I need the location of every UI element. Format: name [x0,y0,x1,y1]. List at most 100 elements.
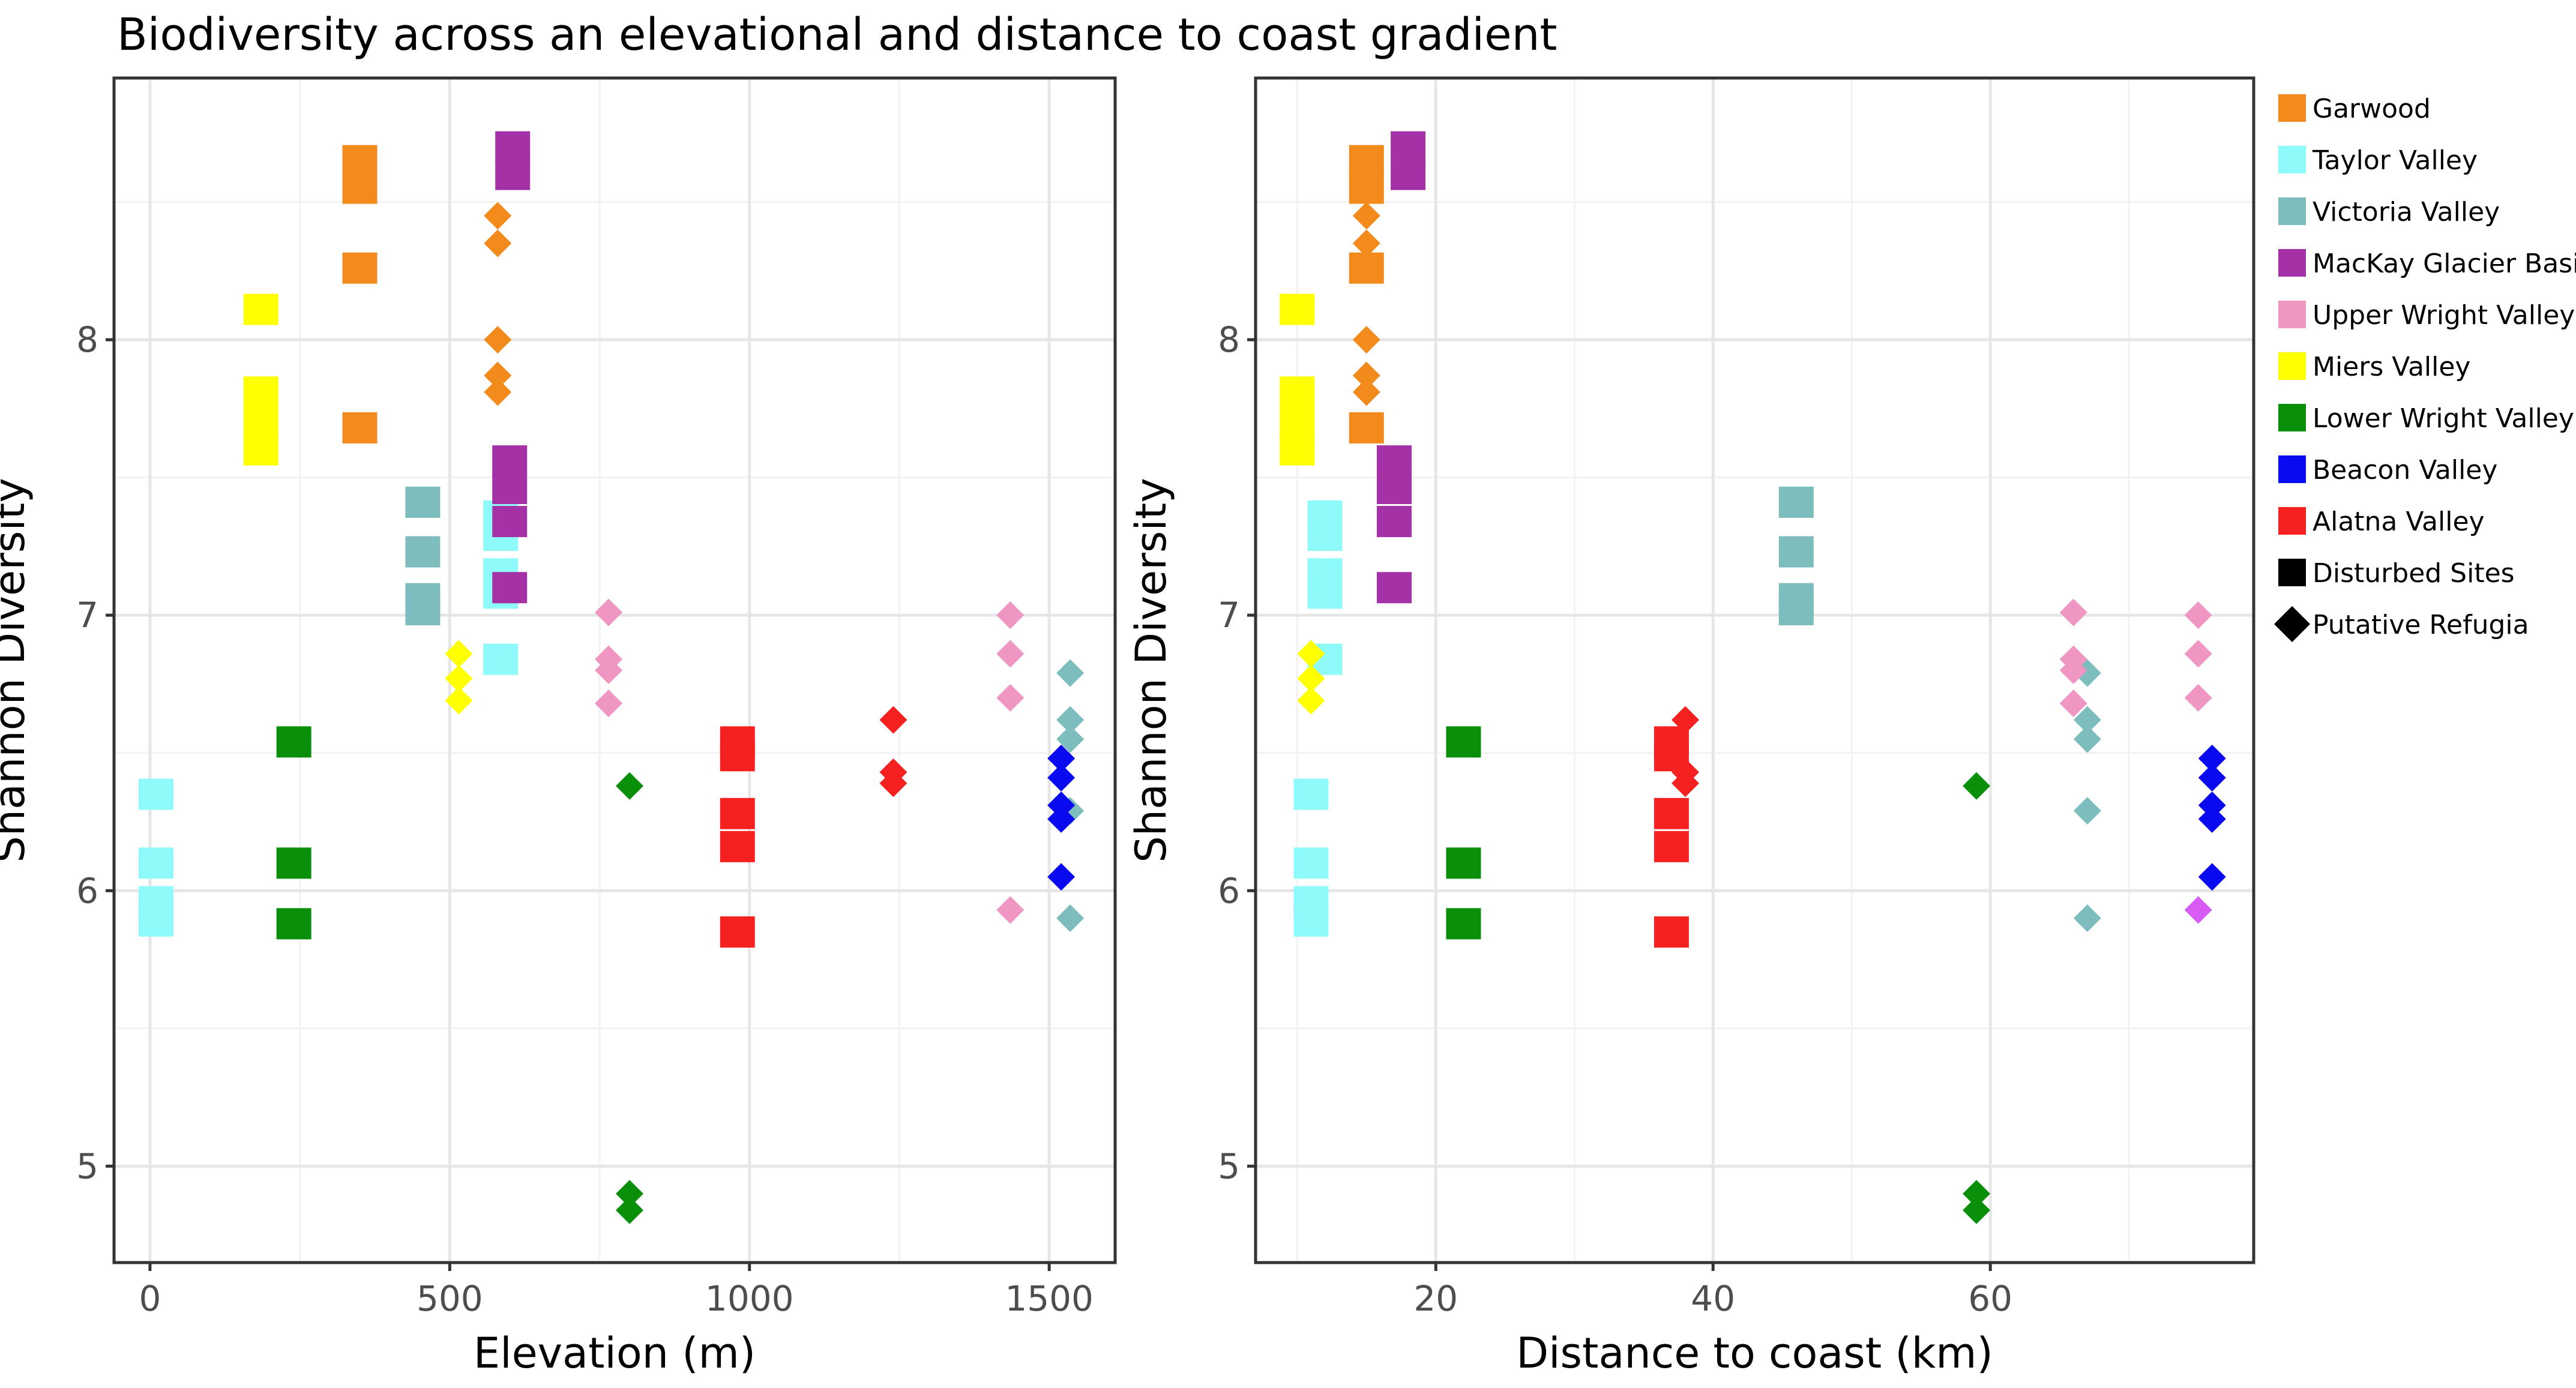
data-point-square [492,445,528,477]
data-point-square [138,847,173,879]
data-point-square [342,172,378,204]
data-point-diamond [2184,683,2212,712]
x-tick-label: 20 [1413,1278,1458,1319]
legend-label: Upper Wright Valley [2313,300,2575,331]
data-point-diamond [1047,863,1076,891]
data-point-diamond [2059,689,2087,718]
data-point-square [483,643,519,675]
panel-border [1254,76,2256,1264]
figure-title: Biodiversity across an elevational and d… [117,9,1557,61]
legend-key [2278,301,2306,328]
data-point-square [1293,905,1329,937]
data-point-diamond [2073,706,2101,734]
x-tick-label: 60 [1968,1278,2012,1319]
data-point-diamond [996,601,1025,629]
data-point-square [1349,252,1384,284]
legend-label: Miers Valley [2313,352,2470,382]
data-point-square [1293,847,1329,879]
data-point-square [1307,577,1343,609]
legend-key [2278,455,2306,483]
data-point-diamond [1963,1196,1991,1224]
data-point-diamond [445,686,473,715]
legend-label: Disturbed Sites [2313,558,2515,589]
data-point-diamond [1297,664,1325,692]
data-point-square [1778,536,1814,568]
data-point-diamond [595,689,623,718]
data-point-square [276,847,311,879]
x-axis-title: Distance to coast (km) [1516,1329,1993,1378]
x-tick-label: 500 [417,1278,483,1319]
data-point-diamond [1672,706,1700,734]
data-point-square [492,572,528,604]
data-point-diamond [2059,656,2087,684]
y-tick-label: 5 [1218,1146,1240,1186]
x-tick-label: 1500 [1005,1278,1094,1319]
data-point-diamond [1672,769,1700,798]
data-point-square [1280,434,1315,466]
data-point-diamond [1056,706,1085,734]
data-point-square [276,726,311,758]
y-axis-title: Shannon Diversity [0,478,34,862]
data-point-square [1391,131,1426,163]
data-point-diamond [615,1180,643,1208]
y-axis-title: Shannon Diversity [1127,478,1176,862]
data-point-square [243,376,278,408]
data-point-diamond [1352,361,1380,389]
legend-key [2278,197,2306,225]
y-tick-label: 5 [76,1146,98,1186]
data-point-square [495,131,531,163]
data-point-square [1446,726,1481,758]
data-point-diamond [1056,725,1085,753]
y-tick-label: 7 [76,595,98,635]
data-point-square [243,406,278,438]
data-point-diamond [1963,772,1991,800]
data-point-diamond [2184,896,2212,924]
data-point-diamond [1352,202,1380,230]
legend-label: Taylor Valley [2312,145,2478,176]
data-point-diamond [484,326,512,354]
data-point-square [1293,778,1329,810]
data-point-diamond [1047,764,1076,792]
legend-key [2274,606,2310,642]
data-point-square [1376,506,1412,538]
data-point-square [1280,293,1315,325]
data-point-square [1349,172,1384,204]
y-tick-label: 6 [1218,870,1240,911]
legend: Garwood Taylor Valley Victoria Valley MacKa… [2274,94,2576,642]
legend-label: MacKay Glacier Basin [2313,248,2576,279]
data-point-square [1349,412,1384,444]
legend-label: Lower Wright Valley [2313,403,2574,434]
y-tick-label: 8 [1218,319,1240,360]
data-point-square [720,916,755,948]
data-point-square [1654,916,1689,948]
data-point-diamond [1963,1180,1991,1208]
y-tick-label: 6 [76,870,98,911]
data-point-square [342,252,378,284]
data-point-diamond [445,664,473,692]
data-point-square [1654,831,1689,862]
data-point-diamond [1352,326,1380,354]
data-point-square [720,740,755,772]
data-point-diamond [1047,744,1076,772]
data-point-square [720,798,755,829]
data-point-diamond [1047,805,1076,833]
data-point-square [138,778,173,810]
x-tick-label: 1000 [705,1278,794,1319]
legend-key [2278,352,2306,380]
data-point-square [720,831,755,862]
legend-label: Victoria Valley [2313,197,2500,227]
data-point-square [492,473,528,505]
data-point-square [405,594,441,626]
data-point-diamond [2198,764,2226,792]
data-point-square [1654,798,1689,829]
data-point-diamond [879,769,907,798]
data-point-diamond [879,706,907,734]
data-point-diamond [2198,744,2226,772]
legend-key [2278,249,2306,277]
legend-label: Putative Refugia [2313,610,2529,640]
data-point-diamond [595,656,623,684]
y-tick-label: 8 [76,319,98,360]
data-point-diamond [445,640,473,668]
data-point-square [342,145,378,176]
